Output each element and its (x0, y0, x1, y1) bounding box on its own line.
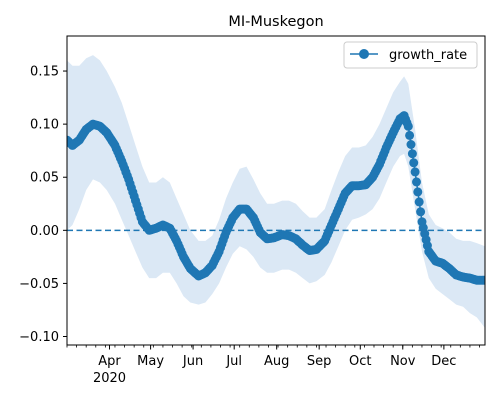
axes-layer: −0.10 −0.05 0.00 0.05 0.10 0.15 Apr May Jun Jul Au… (19, 35, 486, 386)
data-point (407, 149, 417, 159)
data-point (406, 140, 416, 149)
data-point (480, 275, 485, 285)
data-point (414, 197, 424, 207)
series-layer (67, 111, 485, 285)
data-point (403, 121, 413, 131)
y-tick-label: 0.15 (30, 65, 59, 80)
data-point (410, 167, 420, 177)
chart-title: MI-Muskegon (228, 14, 323, 30)
x-tick-label: Jul (225, 354, 242, 369)
y-tick-label: 0.10 (30, 118, 59, 133)
data-point (412, 177, 421, 187)
x-tick-label: Apr (98, 354, 121, 369)
data-point (413, 187, 423, 197)
confidence-band (67, 55, 485, 328)
y-tick-label: 0.05 (30, 171, 59, 186)
x-tick-label: Sep (307, 354, 332, 369)
data-point (405, 130, 415, 140)
x-tick-label: Aug (264, 354, 289, 369)
x-tick-label: Jun (182, 354, 203, 369)
x-tick-label: Oct (349, 354, 371, 369)
plot-frame (66, 35, 486, 346)
y-tick-label: −0.05 (19, 277, 59, 292)
x-tick-label: Dec (431, 354, 456, 369)
legend-marker-swatch (359, 49, 369, 59)
x-tick-label: Nov (390, 354, 416, 369)
data-point (416, 207, 426, 217)
legend: growth_rate (343, 41, 478, 69)
legend-box (343, 41, 478, 69)
confidence-band-layer (67, 55, 485, 328)
y-tick-label: 0.00 (30, 224, 59, 239)
data-point (409, 158, 419, 168)
y-tick-label: −0.10 (19, 330, 59, 345)
x-tick-label: May (137, 354, 164, 369)
legend-label-growth-rate: growth_rate (389, 48, 467, 63)
x-year-label: 2020 (93, 371, 126, 386)
